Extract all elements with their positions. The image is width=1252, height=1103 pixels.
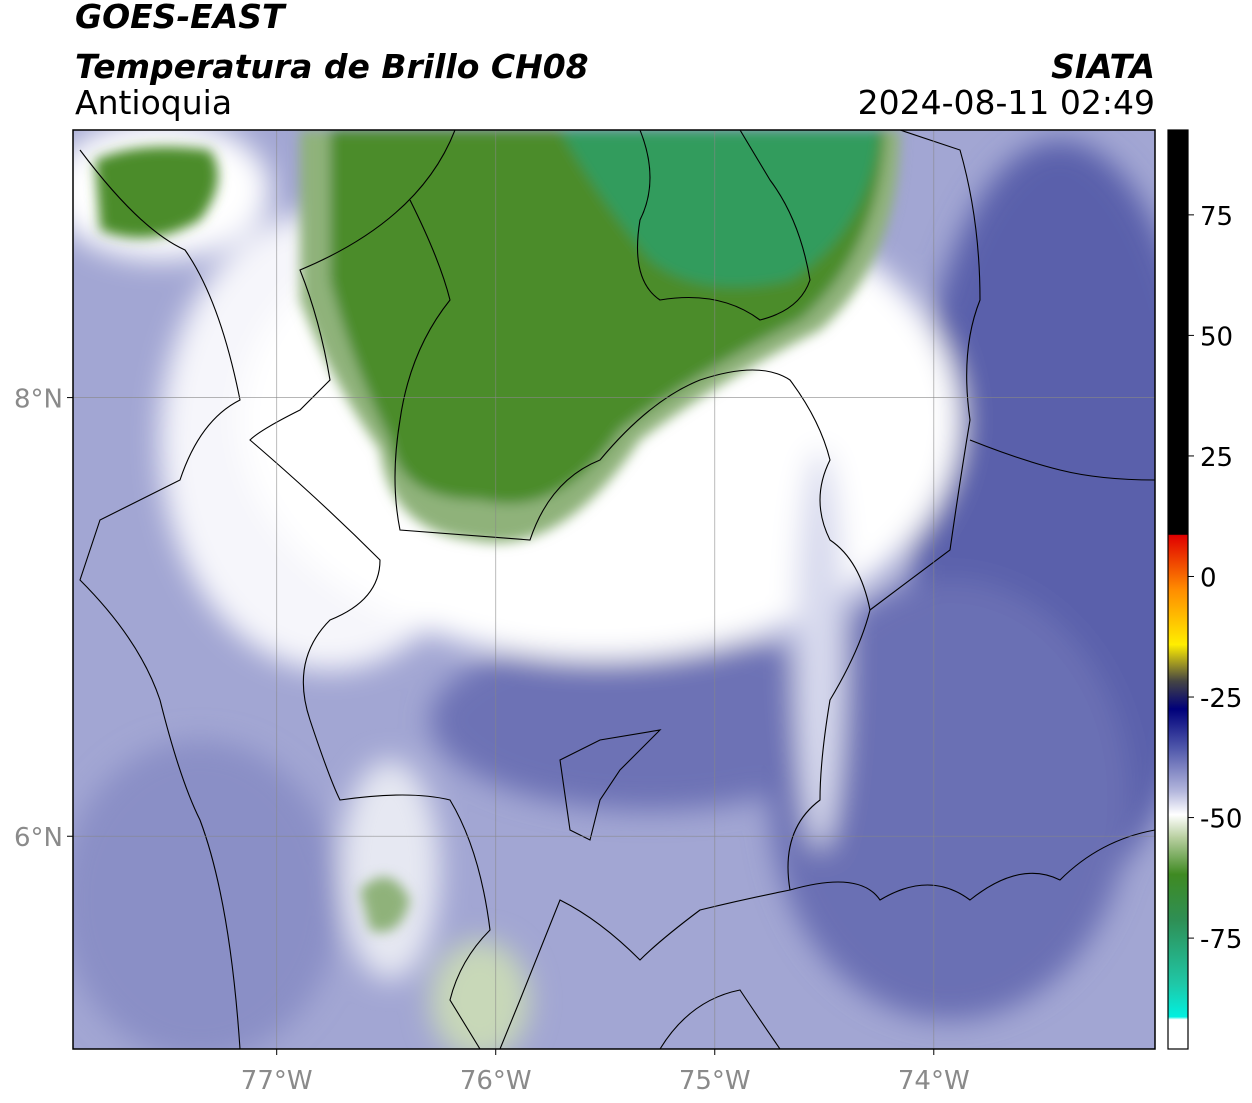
y-tick-label: 6°N	[14, 823, 63, 853]
graticule	[73, 130, 1155, 1049]
colorbar-tick-label: 25	[1200, 443, 1233, 473]
map-frame	[72, 129, 1156, 1050]
colorbar-tick-label: -75	[1200, 925, 1242, 955]
region: Antioquia	[75, 83, 232, 122]
borders	[79, 130, 1155, 1049]
x-tick-label: 74°W	[898, 1066, 970, 1096]
title: GOES-EAST	[75, 0, 287, 36]
x-tick-label: 77°W	[241, 1066, 313, 1096]
colorbar-tick-label: -25	[1200, 684, 1242, 714]
satellite-image	[73, 130, 1155, 1049]
colorbar-tick-label: -50	[1200, 805, 1242, 835]
timestamp: 2024-08-11 02:49	[858, 83, 1155, 122]
source: SIATA	[1051, 47, 1155, 86]
subtitle: Temperatura de Brillo CH08	[75, 47, 589, 86]
y-tick-label: 8°N	[14, 385, 63, 415]
colorbar-tick-label: 50	[1200, 322, 1233, 352]
x-tick-label: 75°W	[679, 1066, 751, 1096]
colorbar	[1167, 129, 1189, 1050]
x-tick-label: 76°W	[460, 1066, 532, 1096]
colorbar-tick-label: 0	[1200, 563, 1217, 593]
colorbar-tick-label: 75	[1200, 202, 1233, 232]
